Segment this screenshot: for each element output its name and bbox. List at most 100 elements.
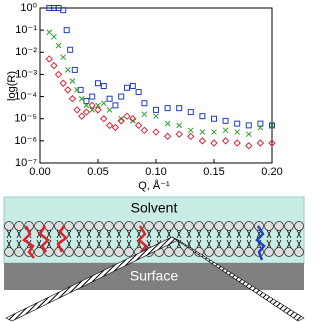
lipid-tail: [216, 229, 222, 239]
lipid-tail: [236, 229, 242, 239]
lipid-tail: [276, 239, 282, 249]
lipid-head: [204, 247, 214, 257]
lipid-tail: [216, 239, 222, 249]
data-point: [176, 122, 183, 129]
lipid-head: [84, 247, 94, 257]
data-point: [100, 115, 108, 123]
lipid-tail: [116, 229, 122, 239]
lipid-head: [104, 247, 114, 257]
data-point: [245, 122, 252, 129]
data-point: [211, 115, 217, 122]
lipid-head: [144, 221, 154, 231]
data-point: [78, 95, 85, 102]
lipid-head: [114, 221, 124, 231]
data-point: [152, 128, 160, 136]
data-point: [175, 130, 183, 138]
data-point: [234, 120, 241, 127]
lipid-head: [104, 221, 114, 231]
data-point: [198, 137, 207, 145]
lipid-tail: [106, 229, 112, 239]
lipid-head: [224, 221, 234, 231]
x-axis-title: Q, Å⁻¹: [138, 179, 170, 192]
lipid-head: [244, 247, 254, 257]
data-point: [112, 102, 119, 109]
lipid-tail: [196, 229, 202, 239]
lipid-head: [284, 247, 294, 257]
lipid-head: [34, 221, 44, 231]
data-point: [78, 112, 86, 120]
lipid-head: [204, 221, 214, 231]
lipid-tail: [296, 239, 302, 249]
data-point: [89, 107, 96, 113]
reflected-beam: [171, 236, 305, 322]
figure: 10⁻⁷ 10⁻⁶ 10⁻⁵ 10⁻⁴ 10⁻³ 10⁻² 10⁻¹ 10⁰ 0.00 0.05 0…: [3, 2, 305, 322]
lipid-tail: [286, 229, 292, 239]
surface-label: Surface: [130, 268, 178, 284]
x-tick-label: 0.10: [145, 166, 166, 178]
data-point: [94, 106, 102, 114]
data-point: [105, 121, 114, 130]
data-point: [234, 129, 241, 135]
data-point: [268, 139, 276, 147]
surface-region: [4, 263, 304, 290]
lipid-tail: [16, 239, 22, 249]
data-point: [123, 112, 131, 120]
lipid-head: [94, 221, 104, 231]
data-point: [83, 102, 90, 109]
lipid-tail: [246, 239, 252, 249]
lipid-head: [114, 247, 124, 257]
lipid-tail: [6, 239, 12, 249]
lipid-head: [124, 221, 134, 231]
lipid-tail: [226, 239, 232, 249]
data-point: [95, 102, 101, 109]
lipid-tail: [176, 229, 182, 239]
diagram: Solvent Surface: [3, 196, 305, 322]
data-point: [83, 98, 90, 105]
lipid-head: [84, 221, 94, 231]
lipid-head: [154, 221, 164, 231]
lipid-head: [214, 247, 224, 257]
lipid-head: [294, 221, 304, 231]
lipid-tail: [166, 229, 172, 239]
data-point: [176, 105, 183, 112]
data-point: [69, 78, 76, 84]
lipid-head: [174, 221, 184, 231]
data-point: [77, 86, 84, 93]
data-point: [64, 86, 72, 94]
lipid-head: [164, 247, 174, 257]
y-axis-title: log(R): [6, 71, 18, 101]
data-point: [106, 107, 113, 113]
data-point: [124, 84, 130, 91]
data-point: [67, 46, 74, 53]
lipid-tail: [126, 229, 132, 239]
lipid-tail: [266, 239, 272, 249]
lipid-head: [64, 221, 74, 231]
lipid-tail: [6, 229, 12, 239]
lipid-head: [274, 221, 284, 231]
data-point: [222, 117, 229, 124]
lipid-head: [74, 221, 84, 231]
lipid-head: [124, 247, 134, 257]
data-point: [269, 122, 275, 129]
lipid-head: [174, 247, 184, 257]
data-point: [245, 131, 252, 138]
data-point: [106, 95, 113, 102]
lipid-tail: [36, 239, 42, 249]
lipid-head: [64, 247, 74, 257]
labelled-lipid: [22, 225, 35, 259]
lipid-tail: [156, 229, 162, 239]
lipid-head: [214, 221, 224, 231]
x-tick-label: 0.15: [203, 166, 224, 178]
x-tick-label: 0.00: [29, 166, 50, 178]
lipid-tail: [76, 239, 82, 249]
data-point: [60, 54, 67, 61]
data-point: [82, 108, 91, 116]
data-point: [129, 118, 136, 124]
lipid-head: [14, 247, 24, 257]
lipid-tail: [66, 239, 72, 249]
data-point: [222, 127, 229, 134]
y-tick-label: 10⁰: [20, 2, 37, 14]
lipid-head: [14, 221, 24, 231]
data-point: [135, 89, 142, 96]
